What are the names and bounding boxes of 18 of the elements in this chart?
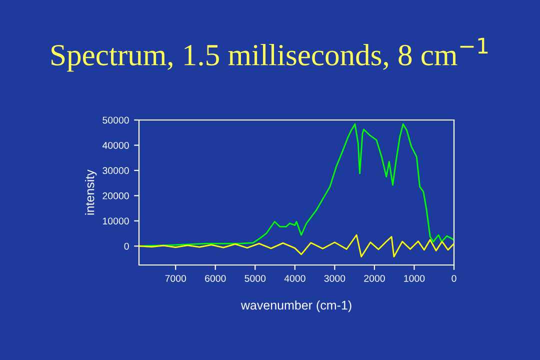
y-tick-label: 40000 [102,142,129,149]
x-tick-label: 7000 [165,274,186,282]
x-tick-label: 4000 [284,274,306,282]
x-tick-label: 2000 [364,274,385,282]
y-tick-label: 30000 [102,167,129,174]
y-tick-label: 50000 [102,116,129,124]
x-tick-label: 1000 [404,274,425,282]
y-tick-label: 10000 [102,218,129,224]
x-tick-label: 6000 [205,274,226,282]
x-tick-label: 3000 [324,274,346,282]
x-tick-label: 5000 [244,274,266,282]
x-tick-label: 0 [452,274,456,282]
y-axis-title: intensity [85,170,97,215]
line-series [139,234,454,258]
y-tick-label: 0 [124,242,129,250]
x-axis-title: wavenumber (cm-1) [240,300,352,312]
y-tick-label: 20000 [102,192,129,200]
chart-title: Spectrum, 1.5 milliseconds, 8 cm$^{−1}$ [52,38,488,72]
